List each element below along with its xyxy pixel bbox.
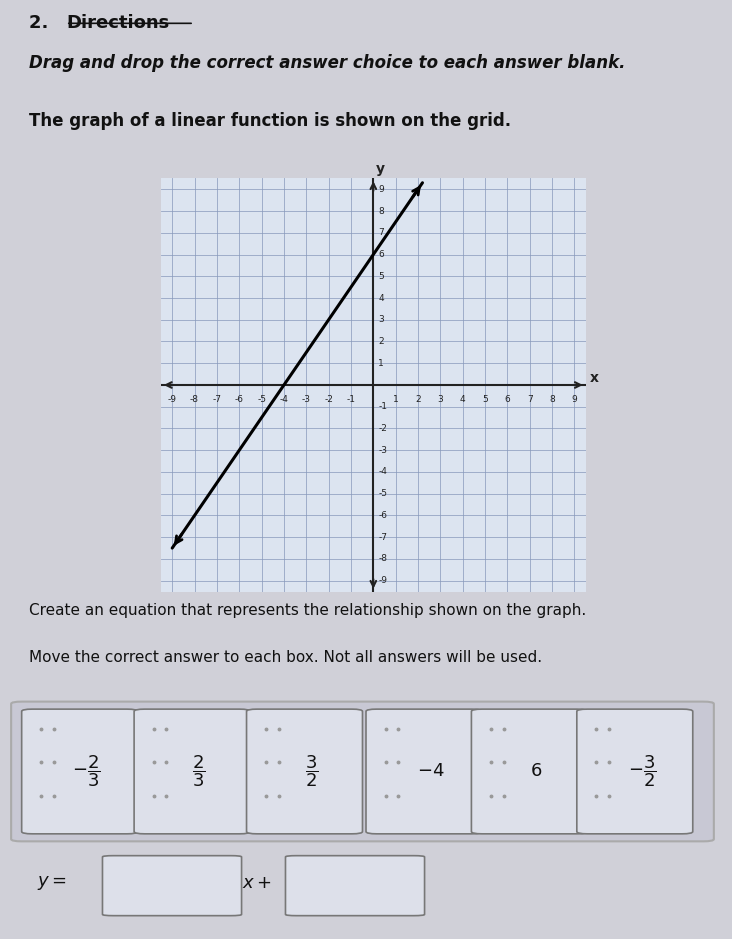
FancyBboxPatch shape: [471, 709, 587, 834]
Text: 6: 6: [378, 250, 384, 259]
Text: $y =$: $y =$: [37, 874, 67, 892]
Text: $-4$: $-4$: [417, 762, 445, 780]
Text: -9: -9: [168, 394, 176, 404]
Text: 6: 6: [504, 394, 510, 404]
FancyBboxPatch shape: [247, 709, 362, 834]
Text: $x +$: $x +$: [242, 874, 272, 892]
Text: -7: -7: [212, 394, 221, 404]
Text: -9: -9: [378, 577, 387, 585]
Text: $6$: $6$: [530, 762, 542, 780]
Text: 8: 8: [549, 394, 555, 404]
FancyBboxPatch shape: [102, 855, 242, 916]
Text: 2: 2: [378, 337, 384, 346]
Text: -2: -2: [378, 424, 387, 433]
Text: 3: 3: [438, 394, 444, 404]
Text: $\dfrac{3}{2}$: $\dfrac{3}{2}$: [305, 754, 318, 790]
Text: 2.: 2.: [29, 13, 55, 32]
Text: -3: -3: [302, 394, 311, 404]
Text: -4: -4: [280, 394, 288, 404]
FancyBboxPatch shape: [366, 709, 482, 834]
Text: -8: -8: [378, 554, 387, 563]
Text: 5: 5: [482, 394, 488, 404]
Text: -8: -8: [190, 394, 199, 404]
Text: -6: -6: [235, 394, 244, 404]
Text: 1: 1: [378, 359, 384, 368]
Text: Move the correct answer to each box. Not all answers will be used.: Move the correct answer to each box. Not…: [29, 650, 542, 665]
Text: -6: -6: [378, 511, 387, 520]
Text: -7: -7: [378, 532, 387, 542]
FancyBboxPatch shape: [22, 709, 138, 834]
FancyBboxPatch shape: [11, 701, 714, 841]
Text: 4: 4: [460, 394, 466, 404]
Text: 4: 4: [378, 294, 384, 302]
Text: Drag and drop the correct answer choice to each answer blank.: Drag and drop the correct answer choice …: [29, 54, 626, 72]
Text: $\dfrac{2}{3}$: $\dfrac{2}{3}$: [193, 754, 206, 790]
Text: The graph of a linear function is shown on the grid.: The graph of a linear function is shown …: [29, 112, 512, 130]
Text: 3: 3: [378, 316, 384, 324]
Text: 7: 7: [527, 394, 533, 404]
Text: 9: 9: [572, 394, 578, 404]
Text: y: y: [376, 162, 384, 176]
Text: Create an equation that represents the relationship shown on the graph.: Create an equation that represents the r…: [29, 603, 586, 618]
Text: x: x: [590, 372, 599, 386]
Text: -1: -1: [346, 394, 356, 404]
Text: -4: -4: [378, 468, 387, 476]
FancyBboxPatch shape: [577, 709, 692, 834]
Text: 8: 8: [378, 207, 384, 216]
Text: 1: 1: [393, 394, 398, 404]
Text: 9: 9: [378, 185, 384, 193]
Text: -5: -5: [257, 394, 266, 404]
Text: 7: 7: [378, 228, 384, 238]
Text: -3: -3: [378, 446, 387, 454]
Text: -2: -2: [324, 394, 333, 404]
FancyBboxPatch shape: [285, 855, 425, 916]
Text: -1: -1: [378, 402, 387, 411]
Text: -5: -5: [378, 489, 387, 499]
Text: Directions: Directions: [66, 13, 169, 32]
Text: $-\dfrac{3}{2}$: $-\dfrac{3}{2}$: [627, 754, 656, 790]
Text: 2: 2: [415, 394, 421, 404]
Text: 5: 5: [378, 271, 384, 281]
Text: $-\dfrac{2}{3}$: $-\dfrac{2}{3}$: [72, 754, 101, 790]
FancyBboxPatch shape: [134, 709, 250, 834]
